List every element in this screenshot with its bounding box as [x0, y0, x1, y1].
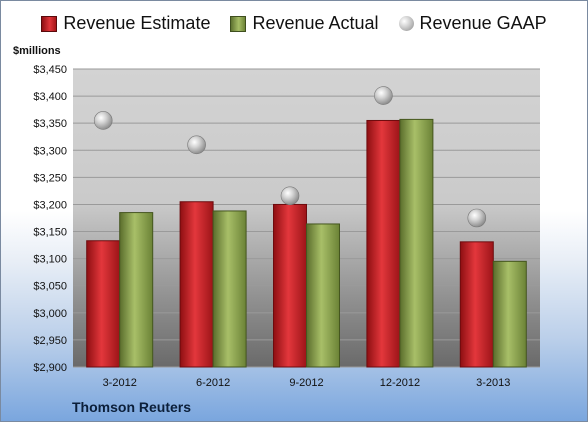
point-revenue-gaap: [467, 208, 487, 228]
legend: Revenue Estimate Revenue Actual Revenue …: [1, 13, 587, 34]
y-tick-label: $3,250: [33, 172, 67, 184]
bar-revenue-estimate: [179, 201, 214, 368]
bar-revenue-estimate: [459, 241, 494, 368]
y-tick-label: $3,100: [33, 254, 67, 266]
y-tick-label: $3,450: [33, 64, 67, 76]
point-revenue-gaap: [374, 86, 393, 105]
legend-swatch-actual: [230, 15, 247, 32]
legend-label-estimate: Revenue Estimate: [63, 13, 211, 33]
point-revenue-gaap: [187, 135, 206, 155]
bar-revenue-actual: [399, 118, 434, 368]
legend-label-gaap: Revenue GAAP: [419, 13, 547, 33]
bar-revenue-estimate: [366, 119, 401, 368]
y-tick-label: $3,050: [33, 281, 67, 293]
x-tick-label: 3-2012: [103, 377, 137, 389]
y-tick-label: $3,400: [33, 91, 67, 103]
y-axis-units-label: $millions: [13, 45, 61, 57]
legend-swatch-estimate: [41, 15, 58, 32]
bar-revenue-actual: [492, 260, 527, 368]
y-tick-label: $3,000: [33, 308, 67, 320]
y-tick-label: $2,900: [33, 362, 67, 374]
bar-revenue-actual: [212, 210, 247, 368]
x-tick-label: 6-2012: [196, 377, 230, 389]
legend-item-actual: Revenue Actual: [230, 13, 379, 34]
legend-swatch-gaap: [398, 16, 414, 31]
x-tick-label: 12-2012: [380, 377, 420, 389]
bars: [86, 86, 527, 368]
point-revenue-gaap: [280, 186, 300, 206]
bar-revenue-actual: [119, 212, 154, 368]
legend-label-actual: Revenue Actual: [252, 13, 379, 33]
y-tick-label: $2,950: [33, 335, 67, 347]
y-tick-label: $3,200: [33, 199, 67, 211]
x-axis-ticks: 3-2012 6-2012 9-2012 12-2012 3-2013: [103, 377, 511, 389]
source-label: Thomson Reuters: [72, 399, 192, 415]
legend-item-gaap: Revenue GAAP: [398, 13, 547, 34]
bar-revenue-estimate: [86, 240, 121, 368]
bar-revenue-actual: [306, 223, 340, 368]
y-tick-label: $3,300: [33, 145, 67, 157]
y-tick-label: $3,150: [33, 227, 67, 239]
bar-revenue-estimate: [273, 203, 307, 368]
point-revenue-gaap: [93, 111, 113, 130]
y-axis-ticks: $2,900 $2,950 $3,000 $3,050 $3,100 $3,150 $3,2…: [33, 64, 67, 374]
legend-item-estimate: Revenue Estimate: [41, 13, 210, 34]
x-tick-label: 3-2013: [476, 377, 510, 389]
x-tick-label: 9-2012: [289, 377, 323, 389]
y-tick-label: $3,350: [33, 118, 67, 130]
